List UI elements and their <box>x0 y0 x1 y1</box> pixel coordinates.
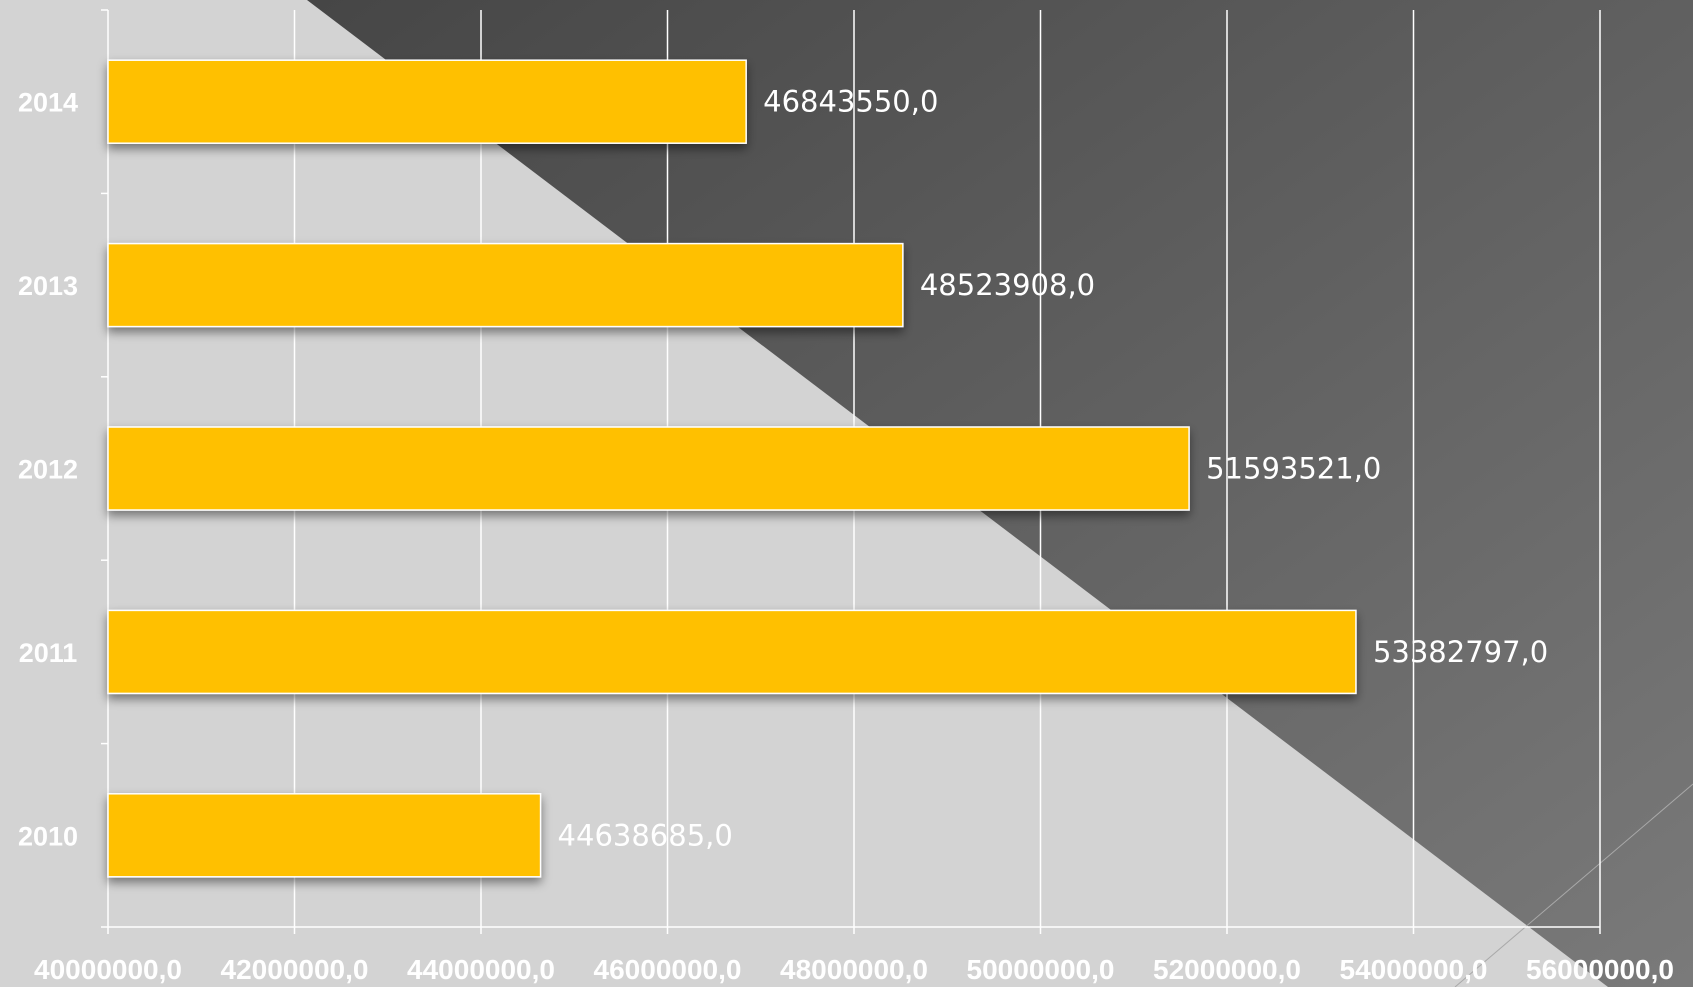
x-tick-label: 48000000,0 <box>780 954 928 985</box>
background-diagonal-line <box>1454 783 1693 987</box>
x-tick-label: 52000000,0 <box>1153 954 1301 985</box>
x-tick-label: 46000000,0 <box>594 954 742 985</box>
data-label: 51593521,0 <box>1206 452 1381 486</box>
bars <box>107 59 1357 878</box>
bar-2012 <box>107 426 1190 511</box>
x-tick-label: 44000000,0 <box>407 954 555 985</box>
category-label: 2011 <box>19 638 78 668</box>
x-tick-label: 54000000,0 <box>1340 954 1488 985</box>
x-tick-label: 42000000,0 <box>221 954 369 985</box>
bar-2014 <box>107 59 747 144</box>
x-tick-label: 56000000,0 <box>1526 954 1674 985</box>
category-label: 2013 <box>18 271 78 301</box>
x-tick-label: 40000000,0 <box>34 954 182 985</box>
labels: 40000000,0 42000000,0 44000000,0 46000000,0… <box>18 85 1674 985</box>
bar-2011 <box>107 609 1357 695</box>
data-label: 53382797,0 <box>1373 635 1548 669</box>
data-label: 48523908,0 <box>920 268 1095 302</box>
data-label: 44638685,0 <box>558 818 733 852</box>
data-label: 46843550,0 <box>763 85 938 119</box>
category-label: 2010 <box>18 821 78 851</box>
bar-2010 <box>107 793 542 878</box>
category-label: 2012 <box>18 455 78 485</box>
x-tick-label: 50000000,0 <box>967 954 1115 985</box>
category-label: 2014 <box>18 88 78 118</box>
bar-2013 <box>107 242 904 328</box>
